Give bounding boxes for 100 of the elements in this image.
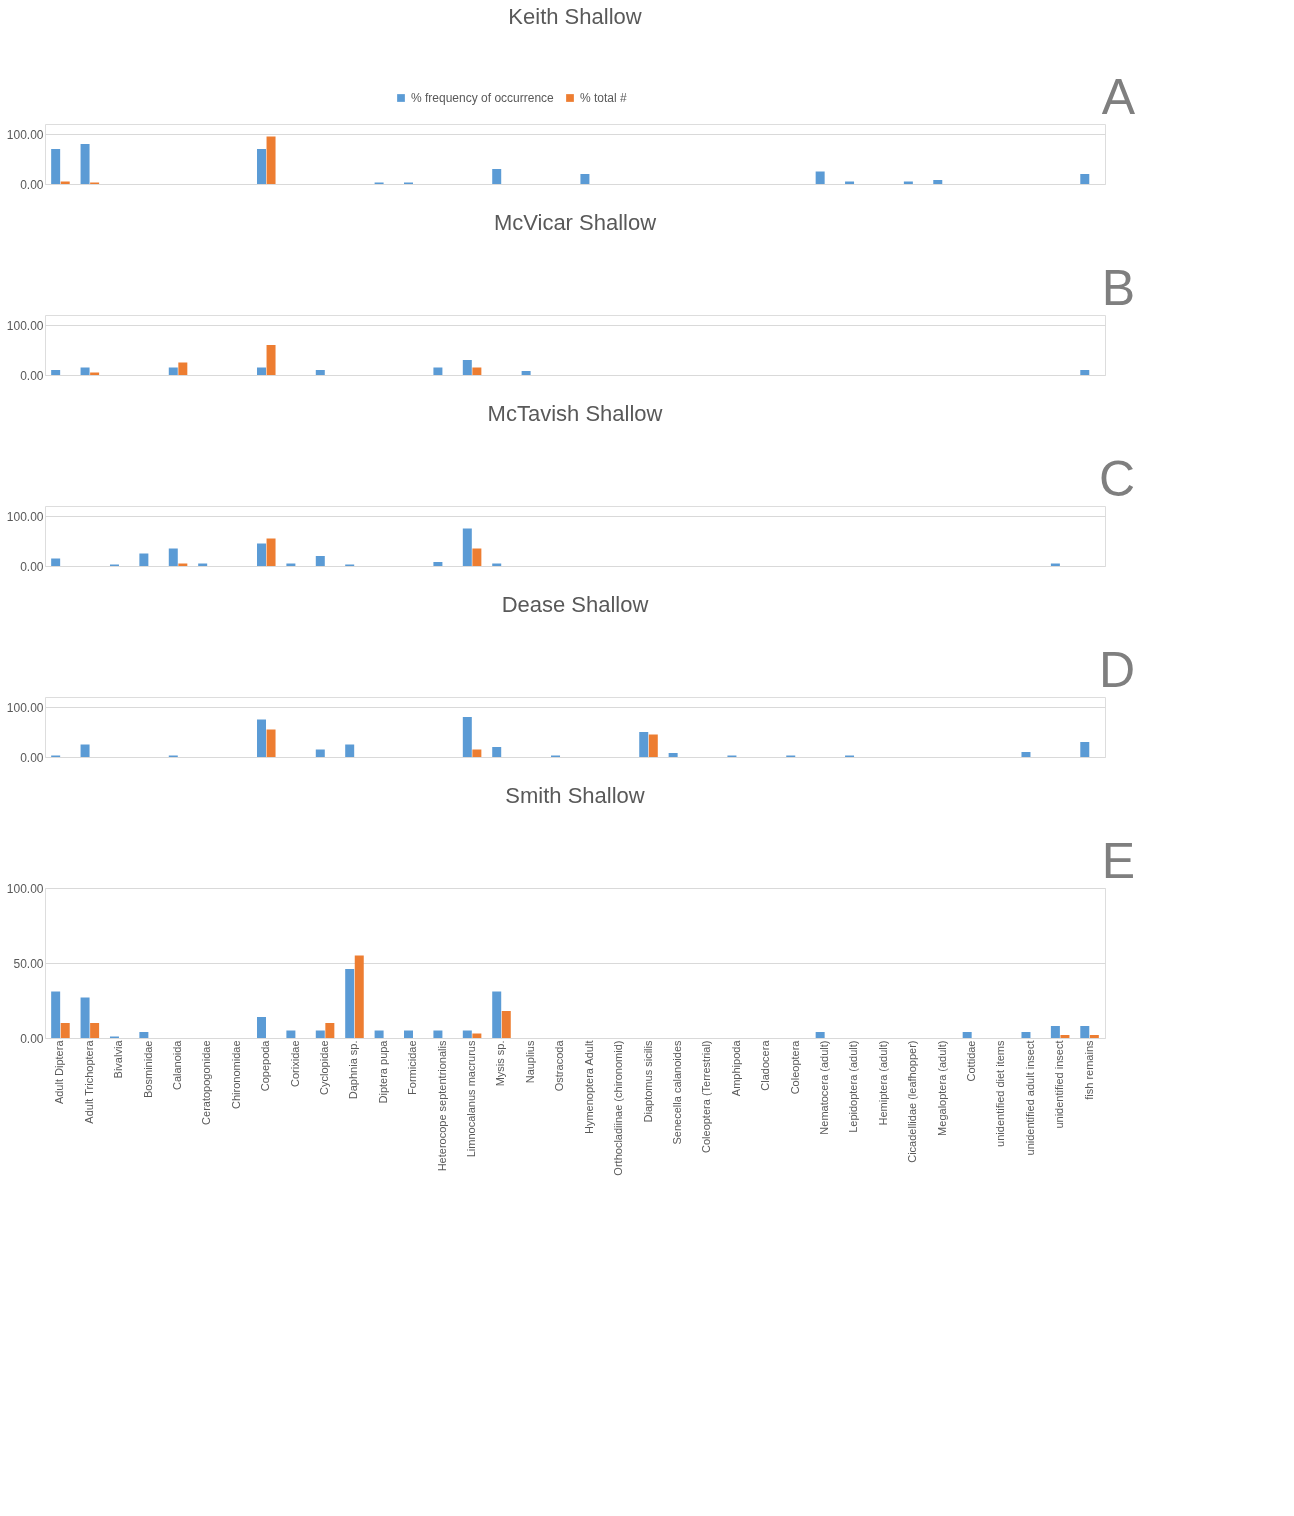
annotation: D xyxy=(1098,642,1135,698)
x-tick-label: Daphnia sp. xyxy=(347,1040,360,1100)
bar xyxy=(580,174,590,184)
chart-title: McTavish Shallow xyxy=(487,401,663,426)
bar xyxy=(1080,742,1090,757)
x-tick-label: Calanoida xyxy=(171,1039,184,1091)
bar xyxy=(815,171,825,184)
x-tick-label: Corixidae xyxy=(288,1040,301,1087)
y-tick-label: 0.00 xyxy=(20,1031,44,1046)
bar xyxy=(315,749,325,757)
x-tick-label: Bivalvia xyxy=(112,1039,125,1079)
annotation: B xyxy=(1101,260,1135,316)
bar xyxy=(815,1032,825,1038)
x-tick-label: Heterocope septentrionalis xyxy=(435,1040,448,1172)
bar xyxy=(668,753,678,757)
bar xyxy=(168,548,178,566)
bar xyxy=(933,180,943,184)
x-tick-label: Adult Diptera xyxy=(53,1039,66,1105)
bar xyxy=(80,144,90,184)
bar xyxy=(1021,1032,1031,1038)
x-tick-label: Limnocalanus macrurus xyxy=(465,1040,478,1158)
bar xyxy=(639,732,649,757)
bar xyxy=(256,367,266,375)
bar xyxy=(1080,174,1090,184)
bar xyxy=(1060,1035,1070,1038)
x-tick-label: Nematocera (adult) xyxy=(817,1040,830,1135)
bar xyxy=(315,1030,325,1038)
bar xyxy=(139,1032,149,1038)
bar xyxy=(433,1030,443,1038)
y-tick-label: 100.00 xyxy=(6,127,44,142)
x-tick-label: Formicidae xyxy=(406,1040,419,1095)
bar xyxy=(256,149,266,184)
bar xyxy=(1021,752,1031,757)
bar xyxy=(286,1030,296,1038)
y-tick-label: 100.00 xyxy=(6,509,44,524)
x-tick-label: Ceratopogonidae xyxy=(200,1040,213,1125)
x-tick-label: Cottidae xyxy=(964,1040,977,1082)
bar xyxy=(404,1030,413,1038)
chart-title: Dease Shallow xyxy=(501,592,649,617)
bar xyxy=(315,370,325,375)
bar xyxy=(256,1017,266,1038)
bar xyxy=(462,1030,472,1038)
bar xyxy=(648,734,658,757)
bar xyxy=(80,744,90,757)
bar xyxy=(472,548,482,566)
legend-label: % frequency of occurrence xyxy=(411,91,555,105)
chart-title: Keith Shallow xyxy=(508,4,642,29)
bar xyxy=(139,553,149,566)
bar xyxy=(256,543,266,566)
y-tick-label: 100.00 xyxy=(6,700,44,715)
bar xyxy=(462,528,472,566)
bar xyxy=(256,719,266,757)
bar xyxy=(472,367,482,375)
bar xyxy=(266,345,276,375)
x-tick-label: Ostracoda xyxy=(553,1039,566,1092)
bar xyxy=(962,1032,972,1038)
x-tick-label: Diptera pupa xyxy=(376,1039,389,1104)
bar xyxy=(492,991,502,1038)
annotation: A xyxy=(1101,69,1136,125)
x-tick-label: Megaloptera (adult) xyxy=(935,1040,948,1136)
bar xyxy=(374,1030,384,1038)
x-tick-label: Hymenoptera Adult xyxy=(582,1040,595,1135)
bar xyxy=(60,1023,70,1038)
bar xyxy=(1080,1026,1090,1038)
y-tick-label: 0.00 xyxy=(20,750,44,765)
bar xyxy=(472,749,482,757)
x-tick-label: Cyclopidae xyxy=(318,1040,331,1095)
x-tick-label: Adult Trichoptera xyxy=(82,1039,95,1124)
x-tick-label: unidentified adult insect xyxy=(1023,1040,1036,1156)
y-tick-label: 0.00 xyxy=(20,559,44,574)
legend-label: % total # xyxy=(580,91,628,105)
x-tick-label: fish remains xyxy=(1082,1040,1095,1100)
bar xyxy=(51,991,61,1038)
bar xyxy=(266,729,276,757)
chart-title: McVicar Shallow xyxy=(493,210,657,235)
bar xyxy=(80,367,90,375)
bar xyxy=(51,370,61,375)
x-tick-label: Nauplius xyxy=(523,1040,536,1084)
x-tick-label: Chironomidae xyxy=(229,1040,242,1109)
x-tick-label: Diaptomus sicilis xyxy=(641,1040,654,1123)
x-tick-label: Orthocladiinae (chironomid) xyxy=(612,1040,625,1176)
annotation: C xyxy=(1098,451,1135,507)
x-tick-label: Hemiptera (adult) xyxy=(876,1040,889,1126)
bar xyxy=(462,717,472,757)
bar xyxy=(345,744,355,757)
bar xyxy=(433,562,443,566)
y-tick-label: 50.00 xyxy=(13,956,44,971)
bar xyxy=(178,362,188,375)
bar xyxy=(1050,1026,1060,1038)
bar xyxy=(1089,1035,1099,1038)
annotation: E xyxy=(1101,833,1135,889)
bar xyxy=(90,1023,100,1038)
bar xyxy=(266,538,276,566)
x-tick-label: Copepoda xyxy=(259,1039,272,1092)
x-tick-label: Amphipoda xyxy=(729,1039,742,1097)
bar xyxy=(354,955,364,1038)
bar xyxy=(80,997,90,1038)
bar xyxy=(433,367,443,375)
y-tick-label: 0.00 xyxy=(20,177,44,192)
bar xyxy=(501,1011,511,1038)
